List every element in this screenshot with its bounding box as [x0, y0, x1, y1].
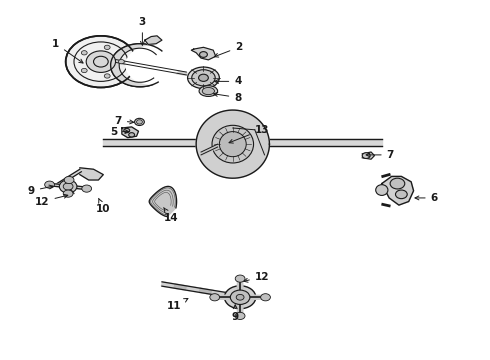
Text: 10: 10	[96, 198, 111, 214]
Text: 14: 14	[164, 208, 178, 222]
Circle shape	[235, 275, 245, 282]
Polygon shape	[187, 286, 200, 292]
Ellipse shape	[212, 125, 253, 163]
Circle shape	[224, 286, 256, 309]
Polygon shape	[191, 47, 216, 60]
Text: 9: 9	[232, 305, 239, 322]
Polygon shape	[215, 295, 230, 300]
Text: 1: 1	[52, 39, 83, 63]
Polygon shape	[224, 292, 238, 299]
Circle shape	[199, 51, 207, 57]
Circle shape	[362, 153, 370, 158]
Circle shape	[63, 183, 73, 190]
Text: 6: 6	[415, 193, 438, 203]
Polygon shape	[237, 305, 243, 316]
Circle shape	[135, 118, 145, 126]
Circle shape	[124, 129, 130, 133]
Ellipse shape	[376, 185, 388, 195]
Ellipse shape	[199, 86, 218, 96]
Circle shape	[63, 190, 73, 197]
Circle shape	[395, 190, 407, 199]
Polygon shape	[362, 152, 374, 159]
Polygon shape	[49, 183, 88, 190]
Circle shape	[66, 36, 136, 87]
Circle shape	[230, 290, 250, 305]
Polygon shape	[382, 176, 414, 205]
Text: 7: 7	[366, 150, 394, 160]
Circle shape	[119, 59, 124, 64]
Text: 2: 2	[215, 42, 243, 57]
Text: 12: 12	[244, 272, 270, 282]
Polygon shape	[64, 180, 74, 194]
Text: 8: 8	[214, 93, 242, 103]
Polygon shape	[212, 290, 226, 297]
Circle shape	[125, 45, 179, 85]
Polygon shape	[174, 284, 188, 290]
Text: 5: 5	[110, 127, 129, 136]
Circle shape	[82, 185, 92, 192]
Polygon shape	[196, 110, 270, 178]
Text: 12: 12	[35, 194, 68, 207]
Polygon shape	[111, 44, 162, 87]
Circle shape	[104, 74, 110, 78]
Circle shape	[111, 44, 169, 87]
Circle shape	[81, 68, 87, 73]
Circle shape	[64, 176, 74, 184]
Circle shape	[104, 45, 110, 49]
Polygon shape	[199, 288, 213, 294]
Circle shape	[45, 181, 54, 188]
Polygon shape	[250, 295, 266, 300]
Polygon shape	[237, 279, 243, 290]
Text: 11: 11	[167, 298, 188, 311]
Circle shape	[261, 294, 270, 301]
Polygon shape	[145, 36, 162, 44]
Polygon shape	[161, 282, 175, 288]
Polygon shape	[80, 168, 103, 180]
Text: 3: 3	[139, 17, 146, 45]
Ellipse shape	[192, 70, 215, 86]
Circle shape	[390, 178, 405, 189]
Ellipse shape	[188, 67, 220, 89]
Text: 7: 7	[115, 116, 134, 126]
Polygon shape	[122, 127, 139, 138]
Circle shape	[81, 51, 87, 55]
Polygon shape	[57, 169, 81, 186]
Ellipse shape	[220, 132, 246, 157]
Circle shape	[59, 180, 77, 193]
Circle shape	[137, 120, 143, 124]
Ellipse shape	[202, 87, 215, 95]
Circle shape	[86, 51, 116, 72]
Polygon shape	[149, 186, 176, 217]
Text: 4: 4	[215, 76, 242, 86]
Circle shape	[198, 74, 208, 81]
Text: 9: 9	[28, 185, 53, 196]
Text: 13: 13	[229, 125, 270, 143]
Circle shape	[235, 312, 245, 319]
Circle shape	[129, 133, 135, 137]
Circle shape	[236, 294, 244, 300]
Circle shape	[210, 294, 220, 301]
